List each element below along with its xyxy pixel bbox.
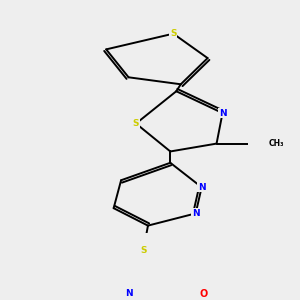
Text: S: S	[133, 119, 139, 128]
Text: N: N	[198, 183, 206, 192]
Text: N: N	[192, 209, 200, 218]
Text: CH₃: CH₃	[268, 139, 284, 148]
Text: S: S	[170, 29, 177, 38]
Text: S: S	[140, 245, 147, 254]
Text: N: N	[219, 109, 226, 118]
Text: O: O	[199, 289, 207, 299]
Text: N: N	[125, 289, 132, 298]
